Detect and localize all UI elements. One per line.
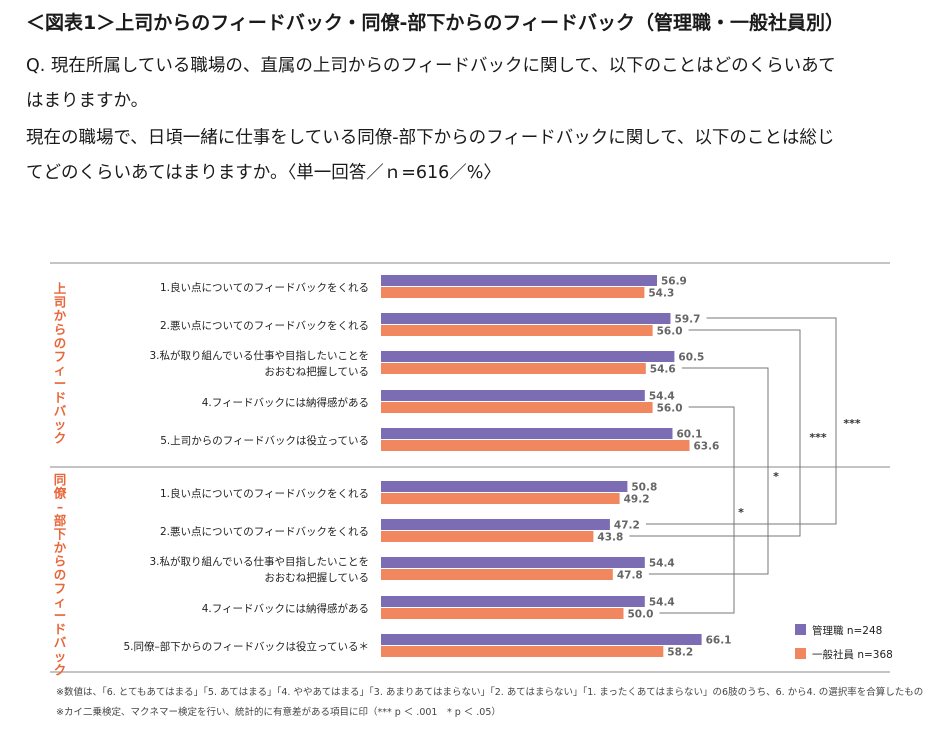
- data-label: 58.2: [667, 647, 693, 659]
- data-label: 43.8: [597, 532, 623, 544]
- category-label: 4.フィードバックには納得感がある: [202, 396, 369, 409]
- bar: [381, 596, 645, 607]
- bar: [381, 569, 613, 580]
- group-label-peers: 同僚–部下からのフィードバック: [53, 472, 67, 677]
- category-label: 3.私が取り組んでいる仕事や目指したいことを: [150, 555, 370, 568]
- bar: [381, 313, 671, 324]
- category-label: 2.悪い点についてのフィードバックをくれる: [160, 320, 369, 332]
- question-line-3: 現在の職場で、日頃一緒に仕事をしている同僚-部下からのフィードバックに関して、以…: [26, 128, 835, 148]
- bar: [381, 390, 645, 401]
- significance-bracket: [645, 317, 837, 525]
- bar: [381, 287, 645, 298]
- category-label: 4.フィードバックには納得感がある: [202, 602, 369, 615]
- bar: [381, 481, 628, 492]
- legend-swatch: [795, 648, 806, 659]
- bar: [381, 634, 702, 645]
- category-label: おおむね把握している: [264, 365, 369, 378]
- data-label: 56.0: [657, 326, 683, 338]
- data-label: 66.1: [706, 635, 732, 647]
- data-label: 60.1: [676, 429, 702, 441]
- bar: [381, 519, 610, 530]
- significance-mark: *: [738, 506, 744, 519]
- question-line-4: てどのくらいあてはまりますか。〈単一回答／ｎ=616／%〉: [26, 163, 501, 183]
- legend-swatch: [795, 624, 806, 635]
- data-label: 60.5: [678, 352, 704, 364]
- data-label: 56.0: [657, 403, 683, 415]
- bar: [381, 531, 594, 542]
- category-label: 5.上司からのフィードバックは役立っている: [160, 434, 369, 447]
- footnote-significance: ※カイ二乗検定、マクネマー検定を行い、統計的に有意差がある項目に印（*** p …: [56, 707, 501, 718]
- data-label: 50.0: [628, 609, 654, 621]
- question-line-2: はまりますか。: [26, 91, 149, 111]
- bar: [381, 428, 673, 439]
- data-label: 56.9: [661, 276, 687, 288]
- data-label: 59.7: [675, 314, 701, 326]
- significance-bracket: [648, 367, 769, 575]
- bar: [381, 646, 664, 657]
- data-label: 54.4: [649, 558, 675, 570]
- bar: [381, 363, 646, 374]
- significance-mark: *: [773, 470, 779, 483]
- bar: [381, 275, 657, 286]
- significance-bracket: [629, 329, 801, 537]
- bar: [381, 608, 624, 619]
- significance-mark: ***: [843, 417, 861, 430]
- data-label: 63.6: [693, 441, 719, 453]
- bar: [381, 351, 675, 362]
- bar: [381, 493, 620, 504]
- category-label: 2.悪い点についてのフィードバックをくれる: [160, 526, 369, 538]
- data-label: 54.3: [648, 288, 674, 300]
- bar: [381, 402, 653, 413]
- page-title: ＜図表1＞上司からのフィードバック・同僚-部下からのフィードバック（管理職・一般…: [26, 12, 844, 34]
- category-label: 3.私が取り組んでいる仕事や目指したいことを: [150, 349, 370, 362]
- legend-label: 管理職 n=248: [812, 624, 882, 637]
- category-label: 1.良い点についてのフィードバックをくれる: [160, 487, 369, 500]
- category-label: 1.良い点についてのフィードバックをくれる: [160, 281, 369, 294]
- group-label-boss: 上司からのフィードバック: [54, 281, 67, 446]
- data-label: 49.2: [624, 494, 650, 506]
- data-label: 47.8: [617, 570, 643, 582]
- data-label: 54.4: [649, 597, 675, 609]
- significance-mark: ***: [809, 431, 827, 444]
- legend-label: 一般社員 n=368: [812, 648, 893, 661]
- question-line-1: Q. 現在所属している職場の、直属の上司からのフィードバックに関して、以下のこと…: [26, 56, 836, 76]
- bar: [381, 325, 653, 336]
- data-label: 54.4: [649, 391, 675, 403]
- data-label: 54.6: [650, 364, 676, 376]
- footnote-scale: ※数値は、「6. とてもあてはまる」「5. あてはまる」「4. ややあてはまる」…: [56, 687, 924, 698]
- bar: [381, 440, 690, 451]
- data-label: 50.8: [631, 482, 657, 494]
- category-label: おおむね把握している: [264, 571, 369, 584]
- significance-bracket: [659, 406, 735, 614]
- category-label: 5.同僚–部下からのフィードバックは役立っている＊: [123, 640, 369, 653]
- bar: [381, 557, 645, 568]
- data-label: 47.2: [614, 520, 640, 532]
